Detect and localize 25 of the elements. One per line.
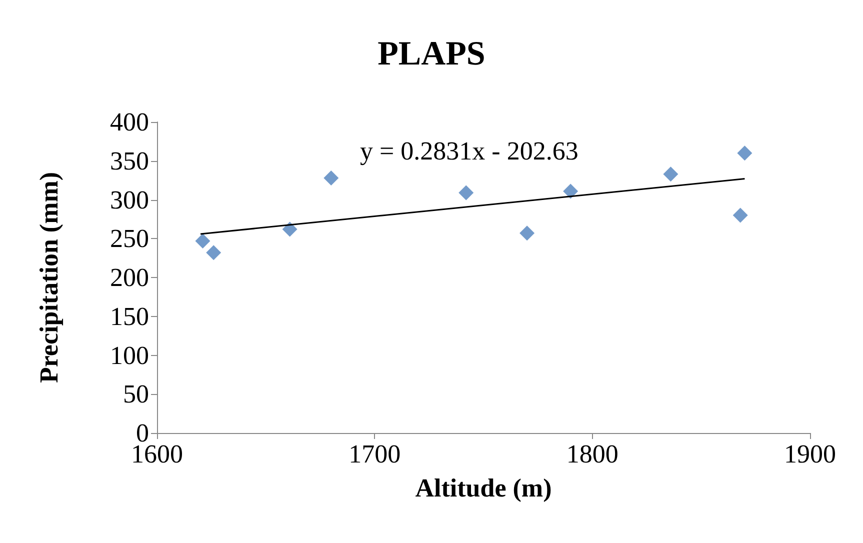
y-tick-label: 350 xyxy=(110,146,149,176)
point xyxy=(737,146,752,161)
point xyxy=(520,226,535,241)
y-tick-label: 200 xyxy=(110,263,149,292)
y-tick-label: 150 xyxy=(110,302,149,331)
y-tick-label: 50 xyxy=(123,380,149,409)
y-tick-label: 250 xyxy=(110,224,149,254)
x-axis-title: Altitude (m) xyxy=(415,474,552,502)
point xyxy=(732,208,748,223)
x-tick-label: 1900 xyxy=(784,440,836,468)
x-tick-label: 1700 xyxy=(348,440,401,468)
point xyxy=(458,185,474,200)
x-tick-label: 1800 xyxy=(566,440,618,468)
point xyxy=(563,184,578,199)
chart-title: PLAPS xyxy=(378,36,486,72)
y-tick-label: 100 xyxy=(110,340,149,370)
y-axis-title: Precipitation (mm) xyxy=(34,172,64,384)
point xyxy=(195,233,210,248)
y-tick-label: 300 xyxy=(110,185,149,214)
point xyxy=(206,245,222,260)
y-tick-label: 400 xyxy=(110,108,149,136)
point xyxy=(282,222,298,237)
point xyxy=(324,170,339,186)
point xyxy=(663,166,678,182)
annotation: y = 0.2831x - 202.63 xyxy=(360,136,578,166)
